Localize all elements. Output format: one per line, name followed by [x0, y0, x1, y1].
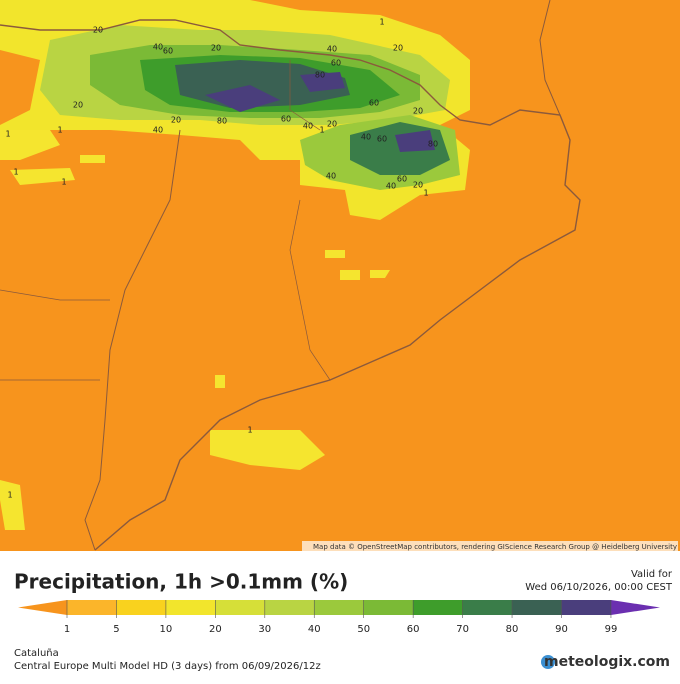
contour-label: 20 — [393, 44, 403, 53]
legend-swatch — [314, 600, 365, 615]
model-info: Central Europe Multi Model HD (3 days) f… — [14, 661, 321, 672]
legend-swatch — [215, 600, 266, 615]
contour-label: 1 — [423, 189, 428, 198]
precip-areas — [0, 0, 470, 530]
legend-tick-label: 1 — [64, 624, 70, 635]
legend-tick-label: 80 — [506, 624, 519, 635]
contour-label: 20 — [171, 116, 181, 125]
title: Precipitation, 1h >0.1mm (%) — [14, 570, 348, 594]
contour-label: 40 — [153, 43, 163, 52]
legend-tick-label: 70 — [456, 624, 469, 635]
contour-label: 1 — [13, 168, 18, 177]
contour-label: 60 — [163, 47, 173, 56]
contour-label: 20 — [73, 101, 83, 110]
legend-tick-label: 5 — [113, 624, 119, 635]
attribution-bg — [302, 541, 678, 551]
contour-label: 80 — [428, 140, 438, 149]
legend-swatch — [561, 600, 612, 615]
contour-label: 1 — [7, 491, 12, 500]
legend-tick-label: 60 — [407, 624, 420, 635]
border-east — [539, 0, 561, 116]
legend-swatch — [264, 600, 315, 615]
contour-label: 1 — [247, 426, 252, 435]
contour-label: 1 — [319, 126, 324, 135]
area-yellow-small — [0, 130, 390, 530]
legend-tick-label: 20 — [209, 624, 222, 635]
region: Cataluña — [14, 648, 59, 659]
contour-label: 60 — [369, 99, 379, 108]
area-purple — [205, 72, 435, 152]
brand[interactable]: meteologix.com — [544, 654, 670, 670]
legend-tick-label: 90 — [555, 624, 568, 635]
contour-label: 80 — [315, 71, 325, 80]
contour-label: 1 — [379, 18, 384, 27]
legend-swatch — [413, 600, 464, 615]
legend-swatch — [67, 600, 117, 615]
contour-label: 20 — [211, 44, 221, 53]
brand-logo — [541, 655, 555, 669]
legend-tick-label: 99 — [605, 624, 618, 635]
legend-tick-label: 30 — [258, 624, 271, 635]
contour-label: 1 — [5, 130, 10, 139]
legend-tick-label: 40 — [308, 624, 321, 635]
contour-label: 40 — [386, 182, 396, 191]
borders — [0, 0, 581, 551]
attribution: Map data © OpenStreetMap contributors, r… — [313, 543, 677, 551]
contour-label: 60 — [377, 135, 387, 144]
legend-swatch — [512, 600, 562, 615]
contour-label: 40 — [303, 122, 313, 131]
contour-label: 20 — [93, 26, 103, 35]
legend-swatch — [116, 600, 167, 615]
coastline-border — [0, 19, 581, 551]
valid-time: Wed 06/10/2026, 00:00 CEST — [525, 582, 673, 593]
contour-label: 80 — [217, 117, 227, 126]
contour-label: 60 — [281, 115, 291, 124]
contour-label: 1 — [61, 178, 66, 187]
contour-label: 40 — [153, 126, 163, 135]
legend-swatch — [165, 600, 216, 615]
contour-label: 20 — [327, 120, 337, 129]
contour-label: 40 — [361, 133, 371, 142]
legend: 1 5 10 20 30 40 50 60 70 80 90 99 — [18, 600, 660, 635]
valid-label: Valid for — [631, 569, 673, 580]
legend-arrow-right — [610, 600, 660, 615]
contour-label: 60 — [331, 59, 341, 68]
contour-label: 20 — [413, 181, 423, 190]
contour-label: 1 — [57, 126, 62, 135]
legend-swatch — [363, 600, 414, 615]
contour-label: 40 — [327, 45, 337, 54]
contour-label: 20 — [413, 107, 423, 116]
region-border — [84, 129, 181, 551]
legend-tick-label: 10 — [160, 624, 173, 635]
province-border — [0, 60, 331, 381]
legend-swatch — [462, 600, 513, 615]
contour-label: 60 — [397, 175, 407, 184]
contour-label: 40 — [326, 172, 336, 181]
legend-tick-label: 50 — [357, 624, 370, 635]
legend-arrow-left — [18, 600, 67, 615]
